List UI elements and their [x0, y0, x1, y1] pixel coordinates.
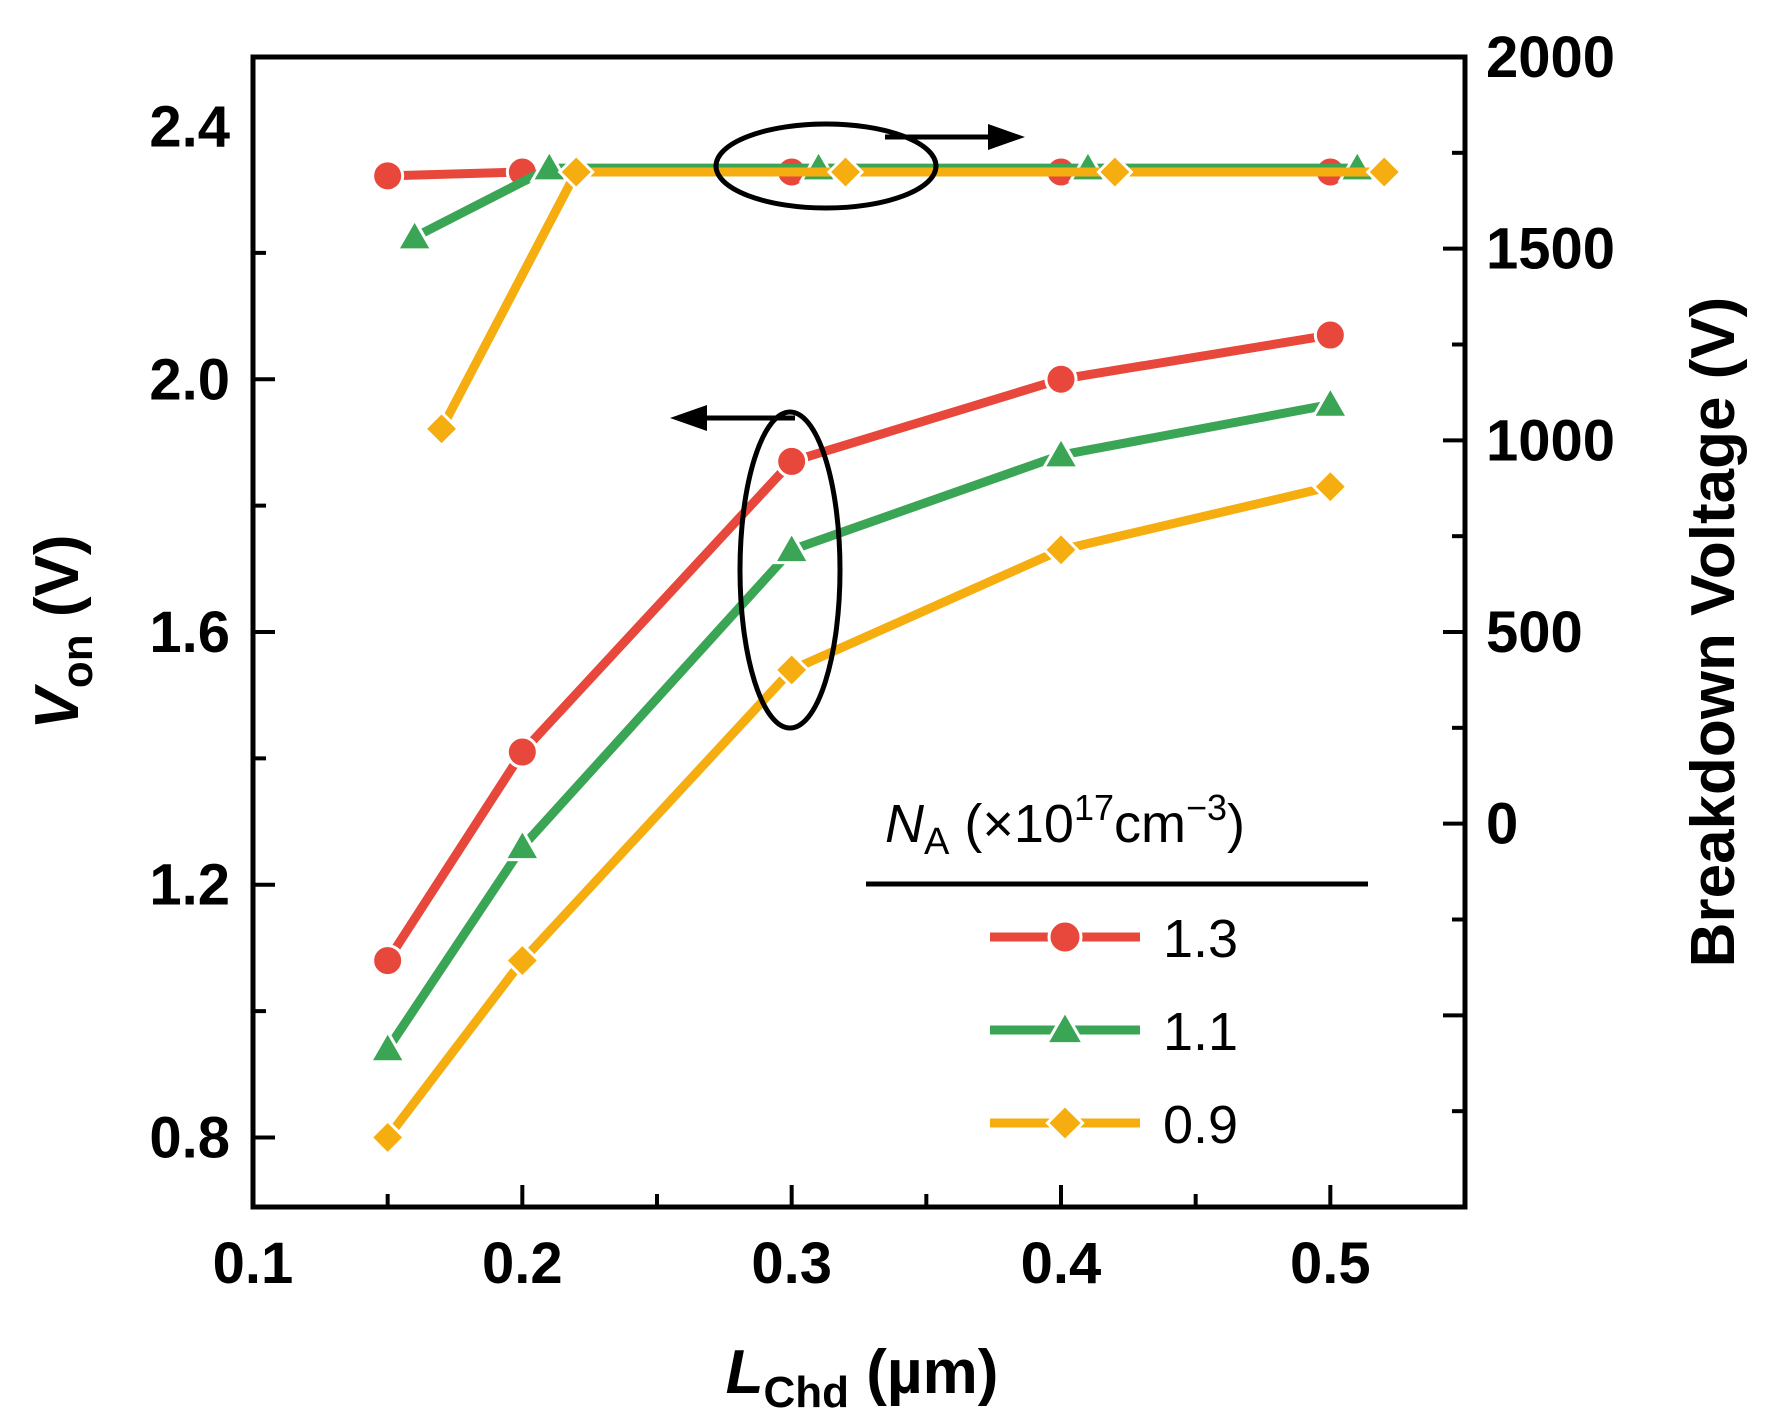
- von-point: [1042, 531, 1080, 569]
- x-tick-label: 0.5: [1290, 1231, 1371, 1296]
- axis-titles: LChd (µm) Von (V) Breakdown Voltage (V): [23, 297, 1748, 1417]
- legend-marker: [1045, 1103, 1085, 1143]
- breakdown-point: [371, 159, 405, 193]
- legend-marker: [1044, 1008, 1086, 1046]
- plot-frame: [250, 54, 1468, 1210]
- von-point: [1311, 468, 1349, 506]
- y-right-tick-label: 1000: [1486, 408, 1615, 473]
- x-tick-label: 0.1: [213, 1231, 294, 1296]
- legend-marker: [1047, 919, 1083, 955]
- von-point: [371, 944, 405, 978]
- breakdown-point: [557, 153, 595, 191]
- y-right-tick-label: 0: [1486, 792, 1518, 857]
- breakdown-point: [529, 147, 570, 183]
- legend-title: NA (×1017cm−3): [885, 787, 1245, 863]
- breakdown-point: [422, 410, 461, 448]
- series-2: [369, 153, 1403, 1157]
- legend-label: 1.3: [1163, 909, 1238, 969]
- von-point: [502, 826, 543, 862]
- von-point: [775, 444, 809, 478]
- tick-labels: 0.1 0.2 0.3 0.4 0.5 0.8 1.2 1.6 2.0 2.4 0 500 1000 15…: [149, 25, 1615, 1296]
- y-left-axis-title: Von (V): [23, 535, 102, 730]
- y-left-tick-label: 1.6: [149, 600, 230, 665]
- von-point: [771, 529, 812, 565]
- legend-label: 0.9: [1163, 1095, 1238, 1155]
- x-axis-title: LChd (µm): [726, 1338, 999, 1417]
- breakdown-arrow-head: [988, 124, 1025, 150]
- von-point: [505, 735, 539, 769]
- breakdown-line: [437, 167, 1385, 431]
- breakdown-point: [1096, 153, 1134, 191]
- y-left-tick-label: 2.0: [149, 347, 230, 412]
- annotations: [670, 121, 1025, 731]
- von-group-ellipse: [737, 409, 843, 731]
- breakdown-point: [826, 153, 865, 191]
- x-tick-label: 0.4: [1021, 1231, 1102, 1296]
- von-point: [1041, 434, 1081, 470]
- series-layer: [367, 147, 1403, 1157]
- von-point: [367, 1028, 408, 1064]
- breakdown-point: [394, 216, 435, 252]
- von-point: [369, 1118, 407, 1157]
- breakdown-group-ellipse: [713, 121, 939, 211]
- von-point: [1044, 362, 1078, 396]
- von-point: [1310, 384, 1351, 419]
- y-right-axis-title: Breakdown Voltage (V): [1679, 297, 1748, 968]
- x-tick-label: 0.2: [482, 1231, 563, 1296]
- y-left-tick-label: 0.8: [149, 1105, 230, 1170]
- y-left-tick-label: 2.4: [149, 95, 230, 160]
- von-arrow-head: [670, 405, 707, 431]
- von-point: [1313, 318, 1347, 352]
- breakdown-point: [1365, 153, 1403, 191]
- x-tick-label: 0.3: [751, 1231, 832, 1296]
- y-right-tick-label: 2000: [1486, 25, 1615, 90]
- legend-entries: 1.3 1.1 0.9: [990, 909, 1238, 1155]
- y-right-tick-label: 1500: [1486, 217, 1615, 282]
- von-point: [773, 651, 811, 689]
- von-point: [503, 941, 541, 980]
- y-left-tick-label: 1.2: [149, 853, 230, 918]
- y-right-tick-label: 500: [1486, 600, 1583, 665]
- legend: NA (×1017cm−3) 1.3 1.1 0.9: [866, 787, 1368, 1155]
- legend-label: 1.1: [1163, 1002, 1238, 1062]
